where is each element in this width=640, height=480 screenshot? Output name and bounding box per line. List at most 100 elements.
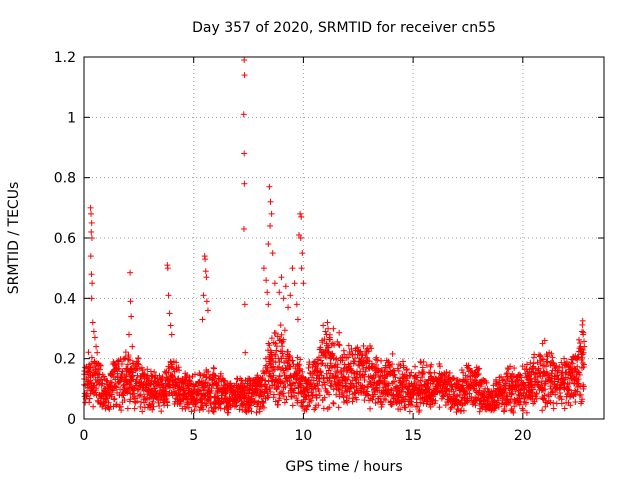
- data-point: [517, 389, 524, 396]
- data-point: [200, 292, 207, 299]
- data-point: [325, 325, 332, 332]
- data-point: [385, 358, 392, 365]
- data-point: [537, 352, 544, 359]
- data-point: [298, 384, 305, 391]
- data-point: [557, 393, 564, 400]
- data-point: [350, 382, 357, 389]
- data-point: [579, 328, 586, 335]
- data-point: [283, 396, 290, 403]
- data-point: [231, 403, 238, 410]
- data-point: [259, 374, 266, 381]
- data-point: [127, 396, 134, 403]
- data-point: [512, 388, 519, 395]
- data-point: [94, 349, 101, 356]
- data-point: [289, 265, 296, 272]
- data-point: [202, 268, 209, 275]
- data-point: [125, 331, 132, 338]
- data-point: [260, 265, 267, 272]
- data-point: [167, 322, 174, 329]
- data-point: [286, 354, 293, 361]
- data-point: [320, 322, 327, 329]
- data-point: [112, 383, 119, 390]
- data-point: [373, 361, 380, 368]
- data-point: [345, 373, 352, 380]
- data-point: [575, 336, 582, 343]
- y-tick-label: 0.4: [54, 291, 76, 307]
- data-point: [567, 402, 574, 409]
- data-point: [333, 355, 340, 362]
- data-point: [268, 335, 275, 342]
- data-point: [383, 372, 390, 379]
- data-point: [266, 360, 273, 367]
- data-point: [248, 408, 255, 415]
- data-point: [134, 386, 141, 393]
- data-point: [291, 280, 298, 287]
- y-tick-label: 0: [67, 412, 76, 428]
- data-point: [265, 301, 272, 308]
- data-point: [535, 365, 542, 372]
- data-point: [192, 371, 199, 378]
- data-point: [382, 396, 389, 403]
- y-tick-label: 0.6: [54, 231, 76, 247]
- data-point: [106, 406, 113, 413]
- data-point: [317, 344, 324, 351]
- data-point: [211, 372, 218, 379]
- data-point: [141, 399, 148, 406]
- data-point: [293, 301, 300, 308]
- data-point: [544, 353, 551, 360]
- data-point: [348, 345, 355, 352]
- data-point: [548, 359, 555, 366]
- data-point: [437, 363, 444, 370]
- data-point: [146, 377, 153, 384]
- data-point: [268, 210, 275, 217]
- data-point: [388, 401, 395, 408]
- data-point: [350, 395, 357, 402]
- data-point: [283, 375, 290, 382]
- data-point: [379, 401, 386, 408]
- data-point: [98, 392, 105, 399]
- data-point: [322, 352, 329, 359]
- data-point: [369, 396, 376, 403]
- data-point: [549, 389, 556, 396]
- data-point: [580, 383, 587, 390]
- y-tick-label: 0.2: [54, 352, 76, 368]
- data-point: [262, 377, 269, 384]
- data-point: [547, 383, 554, 390]
- data-point: [409, 402, 416, 409]
- data-point: [137, 391, 144, 398]
- data-point: [400, 364, 407, 371]
- data-point: [549, 354, 556, 361]
- data-point: [499, 400, 506, 407]
- data-point: [530, 360, 537, 367]
- data-point: [210, 365, 217, 372]
- data-point: [164, 265, 171, 272]
- data-point: [280, 353, 287, 360]
- data-point: [542, 386, 549, 393]
- data-point: [316, 392, 323, 399]
- data-point: [577, 391, 584, 398]
- data-point: [265, 241, 272, 248]
- data-point: [126, 357, 133, 364]
- data-point: [266, 183, 273, 190]
- data-point: [223, 389, 230, 396]
- data-point: [345, 342, 352, 349]
- data-point: [150, 403, 157, 410]
- data-point: [256, 408, 263, 415]
- data-point: [329, 352, 336, 359]
- data-point: [345, 354, 352, 361]
- data-point: [528, 379, 535, 386]
- data-point: [86, 395, 93, 402]
- data-point: [418, 359, 425, 366]
- data-point: [419, 370, 426, 377]
- data-point: [241, 72, 248, 79]
- data-point: [527, 359, 534, 366]
- data-point: [508, 390, 515, 397]
- data-point: [86, 399, 93, 406]
- data-point: [122, 349, 129, 356]
- data-point: [400, 388, 407, 395]
- data-point: [287, 363, 294, 370]
- data-point: [394, 365, 401, 372]
- data-point: [107, 379, 114, 386]
- data-point: [217, 370, 224, 377]
- data-point: [136, 392, 143, 399]
